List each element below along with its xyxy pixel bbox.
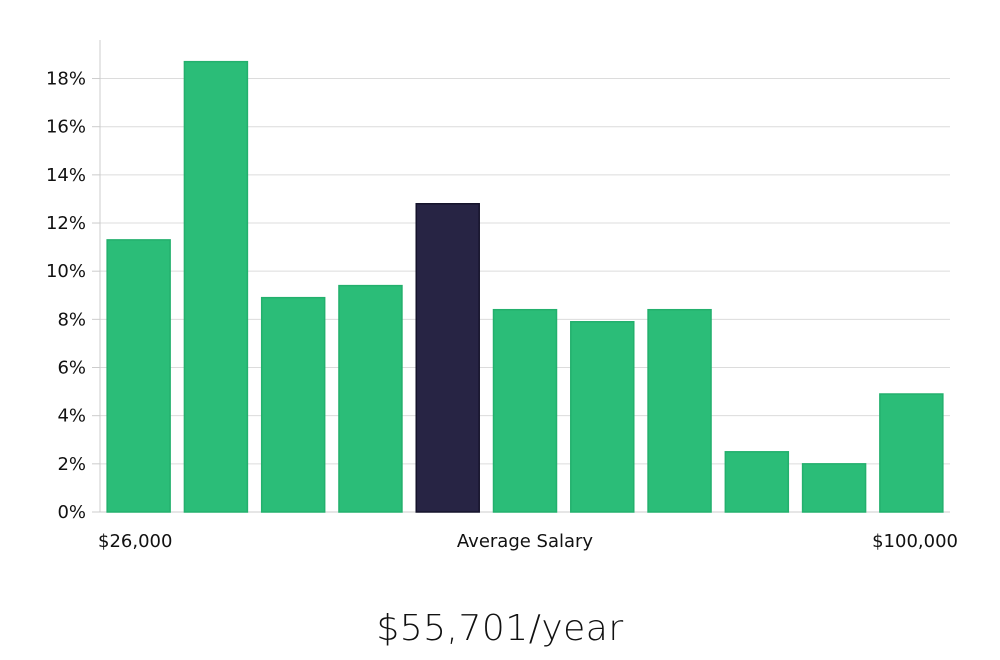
average-salary-value: $55,701/year [376,608,624,649]
bar [183,60,249,513]
bar [260,296,326,513]
y-tick-label: 4% [57,406,86,427]
bars [106,60,944,513]
salary-histogram: 0% 2% 4% 6% 8% 10% 12% 14% 16% 18% $26,000 Averag… [46,40,958,552]
y-tick-label: 6% [57,358,86,379]
bar [801,463,867,513]
bar [492,308,558,513]
y-tick-label: 2% [57,454,86,475]
y-tick-label: 16% [46,117,86,138]
bar [879,393,944,513]
y-tick-label: 8% [57,309,86,330]
bar [338,284,403,513]
x-label-min: $26,000 [98,531,172,552]
y-tick-label: 10% [46,261,86,282]
bar [724,451,790,513]
y-tick-label: 12% [46,213,86,234]
x-label-average: Average Salary [457,531,594,552]
x-label-max: $100,000 [872,531,958,552]
x-axis-labels: $26,000 Average Salary $100,000 [98,531,958,552]
y-tick-label: 18% [46,69,86,90]
y-tick-label: 0% [57,502,86,523]
y-tick-label: 14% [46,165,86,186]
y-axis-tick-labels: 0% 2% 4% 6% 8% 10% 12% 14% 16% 18% [46,69,86,523]
bar-average-salary [415,203,480,513]
bar [106,239,171,513]
bar [570,321,635,513]
bar [647,308,712,513]
